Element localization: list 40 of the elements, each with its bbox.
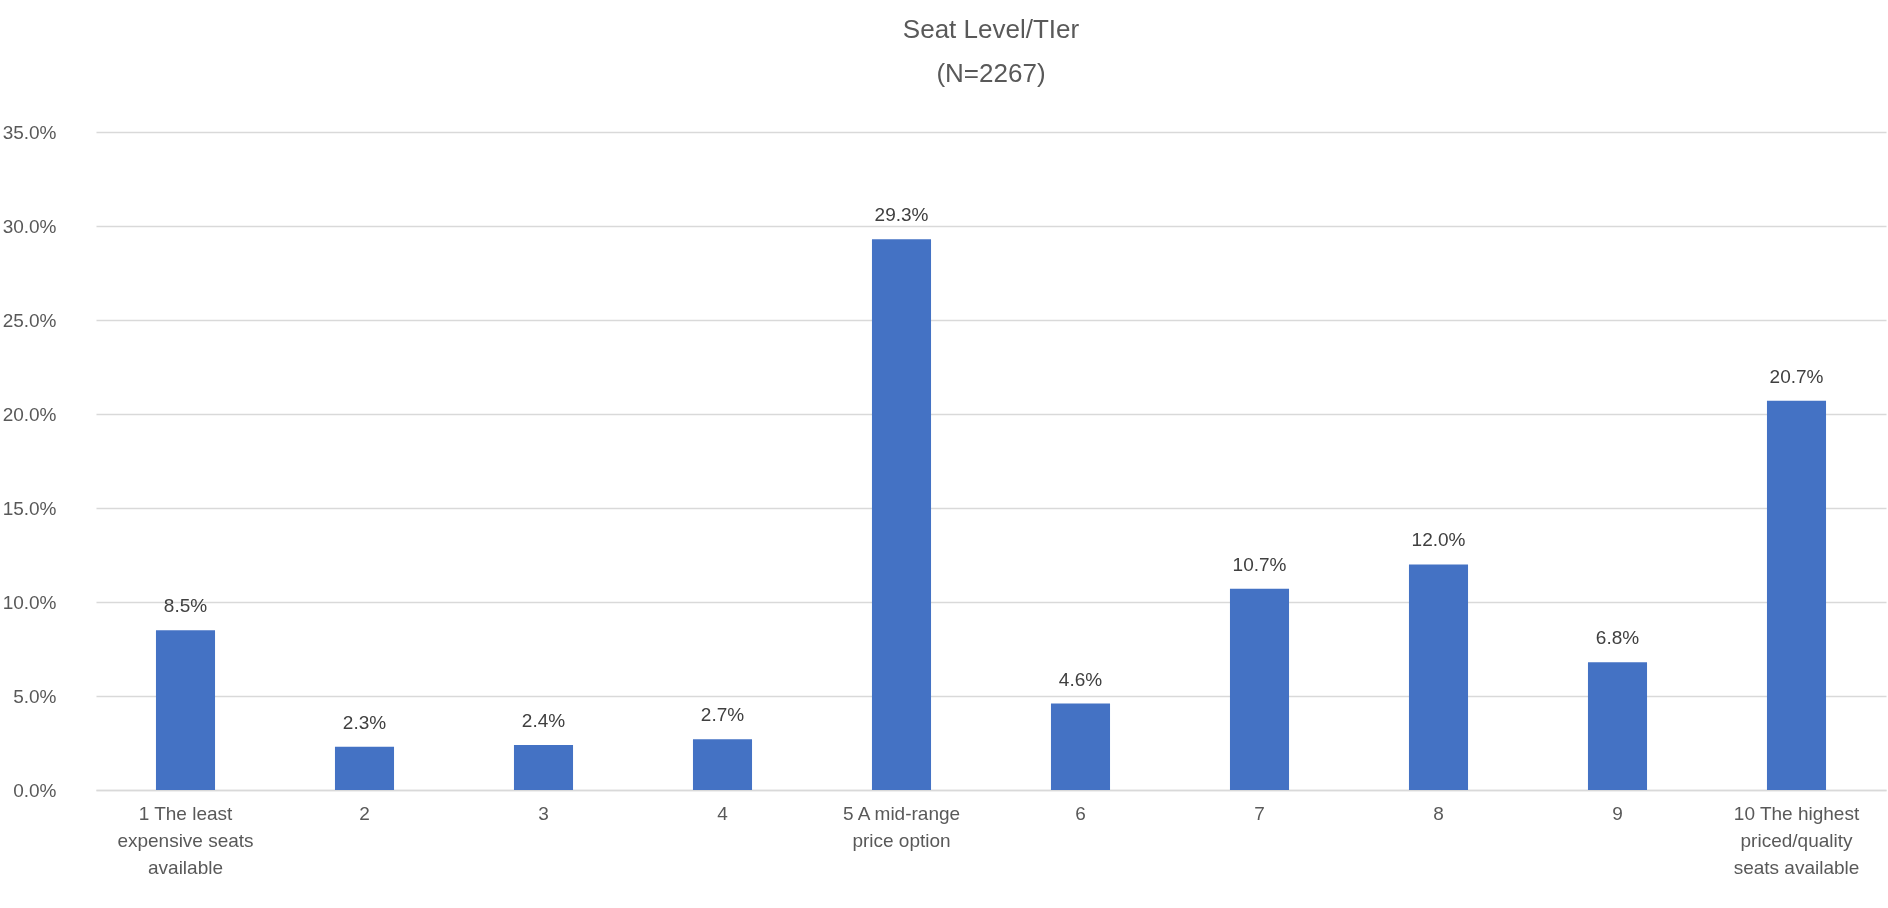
data-label: 2.7% bbox=[700, 704, 745, 726]
x-tick-label: 3 bbox=[538, 802, 549, 824]
bar bbox=[1766, 400, 1827, 790]
bar bbox=[871, 239, 932, 790]
bar bbox=[692, 739, 753, 790]
bar bbox=[334, 746, 395, 790]
bar bbox=[1587, 662, 1648, 790]
bar bbox=[155, 630, 216, 790]
x-tick-label: 7 bbox=[1254, 802, 1265, 824]
data-label: 20.7% bbox=[1769, 365, 1824, 387]
x-tick-label: 1 The least expensive seats available bbox=[117, 802, 254, 878]
data-label: 2.4% bbox=[521, 709, 566, 731]
y-tick-label: 30.0% bbox=[2, 215, 57, 237]
bar bbox=[1408, 564, 1469, 790]
data-label: 10.7% bbox=[1232, 553, 1287, 575]
data-label: 12.0% bbox=[1411, 529, 1466, 551]
y-tick-label: 0.0% bbox=[13, 779, 57, 801]
data-label: 2.3% bbox=[342, 711, 387, 733]
x-tick-label: 2 bbox=[359, 802, 370, 824]
x-tick-label: 10 The highest priced/quality seats available bbox=[1733, 802, 1860, 878]
x-tick-label: 4 bbox=[717, 802, 729, 824]
data-label: 8.5% bbox=[163, 595, 208, 617]
y-tick-label: 20.0% bbox=[2, 403, 57, 425]
y-tick-label: 15.0% bbox=[2, 497, 57, 519]
bar bbox=[1229, 588, 1290, 790]
x-tick-label: 5 A mid-range price option bbox=[842, 802, 961, 851]
y-tick-label: 35.0% bbox=[2, 121, 57, 143]
bar bbox=[513, 744, 574, 790]
x-tick-label: 8 bbox=[1433, 802, 1444, 824]
data-label: 4.6% bbox=[1058, 668, 1103, 690]
x-tick-label: 9 bbox=[1612, 802, 1623, 824]
data-label: 29.3% bbox=[874, 204, 929, 226]
data-label: 6.8% bbox=[1595, 627, 1640, 649]
y-tick-label: 10.0% bbox=[2, 591, 57, 613]
x-tick-label: 6 bbox=[1075, 802, 1086, 824]
y-tick-label: 25.0% bbox=[2, 309, 57, 331]
bar bbox=[1050, 703, 1111, 790]
chart-subtitle: (N=2267) bbox=[936, 58, 1046, 88]
chart-title: Seat Level/TIer bbox=[902, 14, 1080, 44]
y-tick-label: 5.0% bbox=[13, 685, 57, 707]
